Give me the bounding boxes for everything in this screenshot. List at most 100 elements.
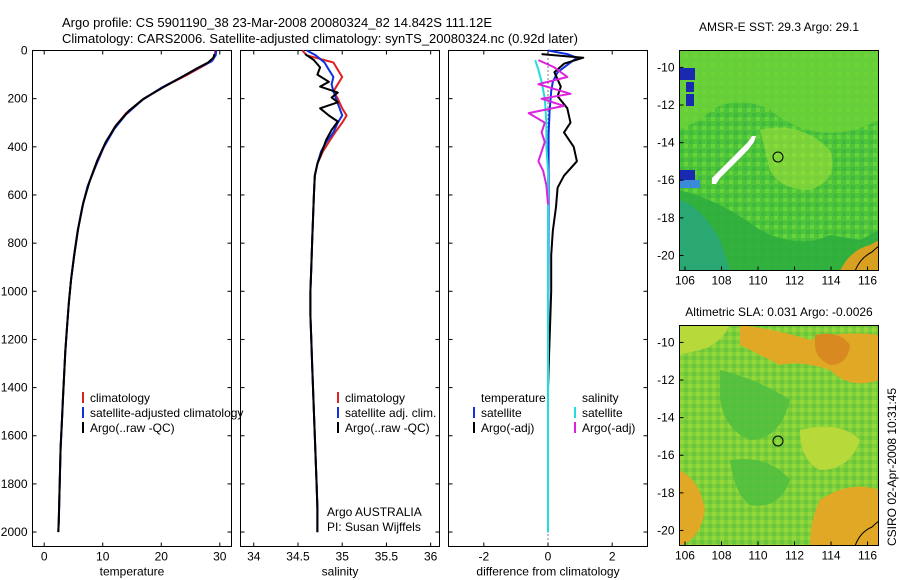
x-tick-label: 36 <box>424 550 438 564</box>
x-tick-label: 110 <box>748 549 767 563</box>
y-tick-label: -18 <box>657 211 675 225</box>
x-tick-label: 108 <box>711 274 731 288</box>
x-tick-label: 35.5 <box>375 550 399 564</box>
y-tick-label: 1400 <box>1 381 28 395</box>
legend-label-temp-argo: Argo(-adj) <box>481 421 534 435</box>
y-tick-label: -10 <box>657 335 675 349</box>
x-tick-label: 10 <box>96 550 110 564</box>
y-tick-label: -18 <box>657 486 675 500</box>
legend-title-temperature: temperature <box>481 391 546 405</box>
coastline <box>854 245 879 271</box>
sst-map <box>679 50 879 271</box>
x-tick-label: 116 <box>858 549 877 563</box>
sst-missing-pixel <box>686 82 694 92</box>
sst-missing-pixel <box>679 68 695 80</box>
sla-argo-position-marker <box>772 435 784 447</box>
figure-title-line1: Argo profile: CS 5901190_38 23-Mar-2008 … <box>62 15 492 30</box>
y-tick-label: -10 <box>657 60 675 74</box>
x-tick-label: 112 <box>785 549 804 563</box>
x-tick-label: 34.5 <box>286 550 310 564</box>
y-tick-label: -20 <box>657 523 675 537</box>
sst-argo-position-marker <box>772 151 784 163</box>
y-tick-label: 600 <box>7 188 27 202</box>
series-line-argo <box>304 53 339 533</box>
y-tick-label: -16 <box>657 448 675 462</box>
argo-program-annotation: Argo AUSTRALIA <box>327 505 422 519</box>
difference-legend: temperature satellite Argo(-adj) salinit… <box>473 391 635 435</box>
timestamp-stamp: CSIRO 02-Apr-2008 10:31:45 <box>885 388 899 546</box>
x-tick-label: 0 <box>41 550 48 564</box>
sst-map-axes: 106 108 110 112 114 116 -10 -12 -14 -16 -18 -20 <box>657 60 877 287</box>
sla-map <box>679 325 879 546</box>
legend-label-argo: Argo(..raw -QC) <box>90 421 175 435</box>
sla-high-patch <box>810 486 879 546</box>
sla-low-patch <box>720 370 790 440</box>
series-line-argo <box>57 53 216 533</box>
y-tick-label: 400 <box>7 140 27 154</box>
sst-missing-pixel <box>686 94 694 106</box>
y-tick-label: 800 <box>7 236 27 250</box>
x-tick-label: 116 <box>858 274 877 288</box>
temperature-legend: climatology satellite-adjusted climatolo… <box>82 391 243 435</box>
sst-missing-pixel <box>679 170 695 180</box>
y-tick-label: 2000 <box>1 525 28 539</box>
legend-label-satellite: satellite adj. clim. <box>345 406 436 420</box>
sst-warm-patch <box>679 50 879 133</box>
y-tick-label: 1600 <box>1 429 28 443</box>
sla-high-core <box>815 333 850 365</box>
x-tick-label: 114 <box>821 549 840 563</box>
sst-teal-patch <box>679 200 730 271</box>
legend-label-climatology: climatology <box>90 391 150 405</box>
y-tick-label: -12 <box>657 98 675 112</box>
sla-map-axes: 106 108 110 112 114 116 -10 -12 -14 -16 -18 -20 <box>657 335 877 562</box>
x-axis-label: salinity <box>322 565 359 579</box>
x-tick-label: 114 <box>821 274 840 288</box>
x-tick-label: 0 <box>545 550 552 564</box>
y-tick-label: -16 <box>657 173 675 187</box>
legend-label-satellite: satellite-adjusted climatology <box>90 406 243 420</box>
y-tick-label: -14 <box>657 136 675 150</box>
sla-map-title: Altimetric SLA: 0.031 Argo: -0.0026 <box>685 305 873 319</box>
x-tick-label: 112 <box>785 274 804 288</box>
sst-yellow-patch <box>760 127 833 190</box>
x-tick-label: 20 <box>155 550 169 564</box>
coastline <box>854 520 879 546</box>
sst-map-title: AMSR-E SST: 29.3 Argo: 29.1 <box>699 20 859 34</box>
figure-title-line2: Climatology: CARS2006. Satellite-adjuste… <box>62 31 578 46</box>
legend-title-salinity: salinity <box>582 391 619 405</box>
x-tick-label: 34 <box>247 550 261 564</box>
x-tick-label: 106 <box>675 274 695 288</box>
x-tick-label: 106 <box>675 549 695 563</box>
sst-cool-patch <box>679 190 879 271</box>
x-tick-label: 35 <box>336 550 350 564</box>
y-tick-label: 0 <box>21 44 28 58</box>
x-tick-label: 2 <box>609 550 616 564</box>
y-tick-label: 1000 <box>1 284 28 298</box>
y-tick-label: -12 <box>657 373 675 387</box>
sla-mid-patch <box>679 325 730 355</box>
y-tick-label: 1800 <box>1 477 28 491</box>
legend-label-argo: Argo(..raw -QC) <box>345 421 430 435</box>
sla-mid-patch <box>800 426 860 470</box>
sla-high-patch <box>679 470 705 546</box>
series-line-temperature-satellite <box>547 49 578 533</box>
series-line-salinity-satellite <box>534 59 549 533</box>
x-axis-label: temperature <box>100 565 165 579</box>
y-tick-label: 1200 <box>1 332 28 346</box>
temperature-panel-frame <box>32 50 232 547</box>
series-line-climatology <box>57 50 217 533</box>
series-line-salinity-argo <box>527 59 572 205</box>
x-tick-label: 110 <box>748 274 767 288</box>
salinity-legend: climatology satellite adj. clim. Argo(..… <box>327 391 436 534</box>
legend-label-temp-satellite: satellite <box>481 406 522 420</box>
salinity-panel-frame <box>240 50 440 547</box>
x-tick-label: -2 <box>478 550 489 564</box>
sst-land-patch <box>840 240 879 271</box>
sst-missing-pixel <box>680 180 700 188</box>
legend-label-sal-argo: Argo(-adj) <box>582 421 635 435</box>
y-tick-label: -14 <box>657 411 675 425</box>
x-tick-label: 30 <box>213 550 227 564</box>
pi-annotation: PI: Susan Wijffels <box>327 520 421 534</box>
